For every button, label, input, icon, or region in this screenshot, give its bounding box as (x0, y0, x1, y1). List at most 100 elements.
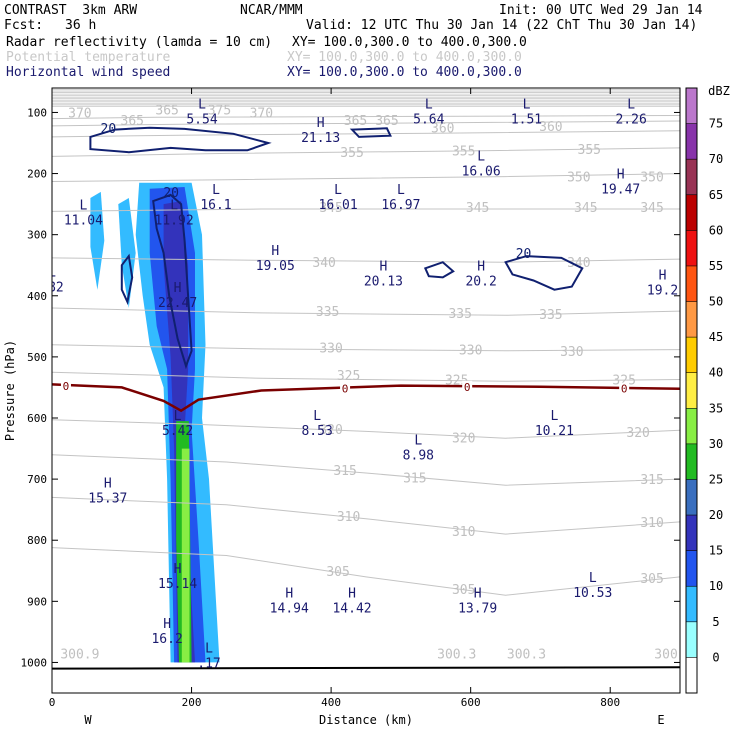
theta-label: 335 (448, 307, 471, 322)
theta-line-325 (52, 371, 680, 382)
theta-label: 300.9 (60, 647, 99, 662)
theta-label: 340 (312, 256, 335, 271)
colorbar-swatch (686, 657, 697, 693)
colorbar-level-label: 40 (709, 366, 723, 380)
wind-contour-label: 20 (516, 247, 532, 262)
freezing-label-bg (340, 382, 351, 394)
theta-label: 345 (574, 201, 597, 216)
theta-label: 335 (316, 305, 339, 320)
freezing-level-line (52, 383, 680, 413)
colorbar-swatch (686, 550, 697, 587)
field-xy-reflectivity: XY= 100.0,300.0 to 400.0,300.0 (292, 35, 527, 50)
low-marker: L (48, 266, 56, 281)
colorbar-level-label: 70 (709, 152, 723, 166)
colorbar-level-label: 0 (712, 650, 719, 664)
low-marker: L (174, 409, 182, 424)
low-marker: L (334, 183, 342, 198)
low-marker: L (589, 571, 597, 586)
x-axis-label: Distance (km) (319, 713, 413, 727)
high-marker: H (380, 259, 388, 274)
high-marker: H (317, 116, 325, 131)
extremum-value: 21.13 (301, 131, 340, 146)
colorbar-swatch (686, 586, 697, 622)
theta-label: 300.3 (437, 647, 476, 662)
y-axis-label: Pressure (hPa) (3, 340, 17, 441)
theta-label: 320 (626, 426, 649, 441)
fcst-value: 36 h (65, 18, 97, 33)
reflectivity-cell-5dbz (90, 191, 105, 290)
theta-line-305 (52, 547, 680, 596)
colorbar-swatch (686, 265, 697, 302)
y-tick-label: 100 (27, 106, 47, 119)
colorbar-unit: dBZ (708, 84, 730, 98)
freezing-label: 0 (621, 383, 628, 396)
theta-label: 355 (452, 144, 475, 159)
field-xy-theta: XY= 100.0,300.0 to 400.0,300.0 (287, 50, 522, 65)
theta-line-355 (52, 147, 680, 157)
extremum-value: 19.47 (601, 183, 640, 198)
extremum-value: .82 (40, 281, 63, 296)
init-time: Init: 00 UTC Wed 29 Jan 14 (499, 3, 703, 18)
valid-time: Valid: 12 UTC Thu 30 Jan 14 (22 ChT Thu … (306, 18, 698, 33)
freezing-level-layer: 0 0 0 0 (52, 380, 680, 670)
theta-label: 345 (640, 201, 663, 216)
low-marker: L (425, 97, 433, 112)
low-marker: L (79, 198, 87, 213)
x-tick-label: 800 (600, 696, 620, 709)
extremum-value: 13.79 (458, 601, 497, 616)
x-tick-label: 600 (461, 696, 481, 709)
extremum-value: 14.94 (270, 601, 309, 616)
theta-line-340 (52, 257, 680, 263)
theta-label: 315 (640, 473, 663, 488)
theta-line-335 (52, 307, 680, 316)
low-marker: L (550, 409, 558, 424)
reflectivity-cell-30dbz (181, 448, 190, 663)
extremum-value: 10.53 (573, 586, 612, 601)
theta-label: 365 (155, 103, 178, 118)
theta-label: 370 (68, 106, 91, 121)
theta-line-370 (52, 115, 680, 120)
high-marker: H (477, 259, 485, 274)
extremum-value: 14.42 (332, 601, 371, 616)
low-marker: L (198, 97, 206, 112)
fcst-label: Fcst: (4, 18, 44, 33)
wind-contour-6 (120, 253, 134, 306)
high-marker: H (174, 562, 182, 577)
freezing-label-bg (462, 380, 473, 392)
high-marker: H (163, 617, 171, 632)
x-tick-label: 200 (182, 696, 202, 709)
extremum-value: 5.42 (162, 424, 193, 439)
theta-label: 355 (340, 146, 363, 161)
high-marker: H (104, 476, 112, 491)
theta-label: 360 (431, 122, 454, 137)
colorbar-level-label: 10 (709, 579, 723, 593)
extremum-value: 8.98 (403, 449, 434, 464)
low-marker: L (414, 434, 422, 449)
freezing-label: 0 (63, 380, 70, 393)
extremum-value: 16.06 (462, 164, 501, 179)
extremum-value: 1.51 (511, 112, 542, 127)
high-marker: H (659, 269, 667, 284)
theta-label: 345 (466, 201, 489, 216)
east-label: E (657, 713, 664, 727)
theta-label: 330 (560, 345, 583, 360)
colorbar-level-label: 15 (709, 544, 723, 558)
x-tick-label: 400 (321, 696, 341, 709)
theta-label: 310 (452, 525, 475, 540)
wind-contour-5 (349, 127, 392, 138)
colorbar-level-label: 30 (709, 437, 723, 451)
wind-contour-1 (89, 126, 272, 154)
colorbar-level-label: 65 (709, 188, 723, 202)
extremum-value: 5.64 (413, 112, 444, 127)
colorbar-level-label: 5 (712, 615, 719, 629)
wind-contour-3 (504, 255, 584, 291)
extremum-value: 16.1 (200, 198, 231, 213)
y-tick-label: 300 (27, 229, 47, 242)
extremum-value: 19.2 (647, 284, 678, 299)
colorbar-level-label: 55 (709, 259, 723, 273)
theta-line-360 (52, 130, 680, 138)
colorbar-swatch (686, 621, 697, 658)
theta-label: 305 (326, 565, 349, 580)
colorbar-level-label: 35 (709, 401, 723, 415)
